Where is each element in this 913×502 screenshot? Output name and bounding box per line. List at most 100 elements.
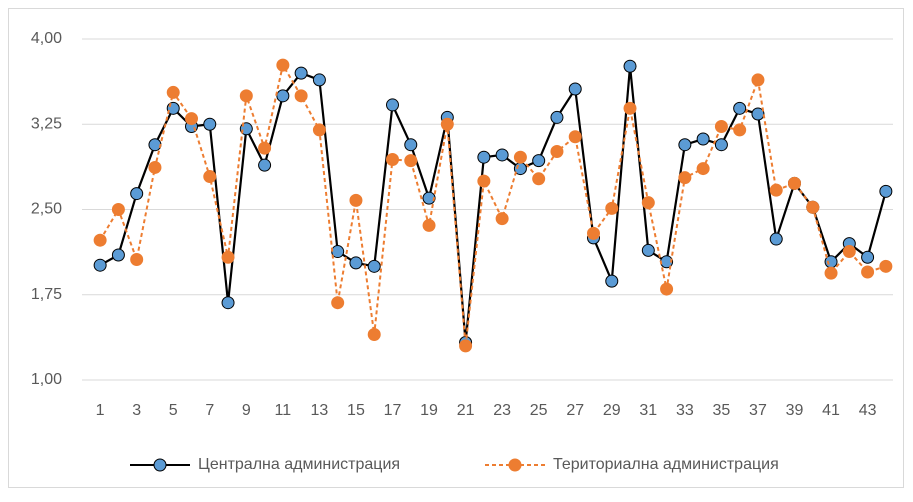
data-point <box>879 184 893 198</box>
data-point <box>605 274 619 288</box>
data-point <box>660 282 674 296</box>
x-tick-label: 31 <box>639 402 657 419</box>
data-point <box>733 123 747 137</box>
data-point <box>166 85 180 99</box>
legend-label: Териториална администрация <box>553 456 779 473</box>
data-point <box>769 183 783 197</box>
data-point <box>386 152 399 166</box>
data-point <box>477 174 491 188</box>
data-point <box>641 243 655 257</box>
data-point <box>696 162 710 176</box>
data-point <box>824 266 838 280</box>
data-point <box>696 132 710 146</box>
data-point <box>367 328 381 342</box>
x-tick-label: 29 <box>603 402 621 419</box>
data-point <box>879 259 893 273</box>
data-point <box>404 138 418 152</box>
data-point <box>93 258 107 272</box>
series-line <box>99 62 887 347</box>
x-tick-label: 25 <box>530 402 548 419</box>
data-point <box>806 200 820 214</box>
data-point <box>605 201 619 215</box>
data-point <box>733 101 747 115</box>
data-point <box>623 101 637 115</box>
data-point <box>148 160 162 174</box>
data-point <box>276 58 290 72</box>
data-point <box>842 245 856 259</box>
data-point <box>678 138 692 152</box>
x-tick-label: 9 <box>242 402 251 419</box>
data-point <box>641 196 655 210</box>
y-tick-label: 4,00 <box>31 30 62 47</box>
data-point <box>422 191 436 205</box>
data-point <box>93 233 107 247</box>
x-tick-label: 11 <box>275 402 292 419</box>
legend-label: Централна администрация <box>198 456 400 473</box>
data-point <box>276 89 290 103</box>
data-point <box>258 158 272 172</box>
data-point <box>532 154 546 168</box>
y-tick-label: 2,50 <box>31 201 62 218</box>
data-point <box>440 117 454 131</box>
data-point <box>312 73 326 87</box>
y-tick-label: 3,25 <box>31 115 62 132</box>
data-point <box>861 265 875 279</box>
data-point <box>568 130 582 144</box>
data-point <box>349 256 363 270</box>
data-point <box>714 120 728 134</box>
data-point <box>751 107 765 121</box>
x-tick-label: 13 <box>311 402 329 419</box>
data-point <box>477 150 491 164</box>
x-tick-label: 43 <box>859 402 877 419</box>
data-point <box>294 89 308 103</box>
data-point <box>239 89 253 103</box>
x-tick-label: 41 <box>822 402 840 419</box>
data-point <box>532 172 546 186</box>
data-point <box>495 148 509 162</box>
data-point <box>130 187 144 201</box>
data-point <box>111 248 125 262</box>
data-point <box>130 253 144 267</box>
chart-frame <box>8 8 904 488</box>
data-point <box>185 112 198 126</box>
x-tick-label: 23 <box>493 402 511 419</box>
data-point <box>148 138 162 152</box>
x-tick-label: 35 <box>713 402 731 419</box>
x-tick-label: 7 <box>205 402 214 419</box>
data-point <box>623 59 637 73</box>
x-tick-label: 15 <box>347 402 365 419</box>
data-point <box>203 117 217 131</box>
data-point <box>294 66 308 80</box>
data-point <box>550 145 564 159</box>
data-point <box>861 250 875 264</box>
y-tick-label: 1,00 <box>31 371 62 388</box>
data-point <box>550 110 564 124</box>
x-tick-label: 21 <box>457 402 475 419</box>
data-point <box>788 176 801 190</box>
data-point <box>568 82 582 96</box>
data-point <box>513 150 527 164</box>
data-point <box>331 296 345 310</box>
data-point <box>459 339 473 353</box>
data-point <box>769 232 783 246</box>
x-tick-label: 5 <box>169 402 178 419</box>
data-point <box>367 259 381 273</box>
legend-marker <box>508 458 522 472</box>
y-tick-label: 1,75 <box>31 286 62 303</box>
data-point <box>404 154 418 168</box>
x-tick-label: 17 <box>384 402 402 419</box>
legend-marker <box>153 458 167 472</box>
data-point <box>349 193 363 207</box>
x-tick-label: 33 <box>676 402 694 419</box>
x-tick-label: 1 <box>96 402 105 419</box>
x-tick-label: 37 <box>749 402 767 419</box>
x-tick-label: 27 <box>566 402 584 419</box>
data-point <box>386 98 399 112</box>
data-point <box>714 138 728 152</box>
data-point <box>751 73 765 87</box>
x-tick-label: 3 <box>132 402 141 419</box>
x-tick-label: 19 <box>420 402 438 419</box>
data-point <box>111 203 125 216</box>
data-point <box>203 170 217 184</box>
